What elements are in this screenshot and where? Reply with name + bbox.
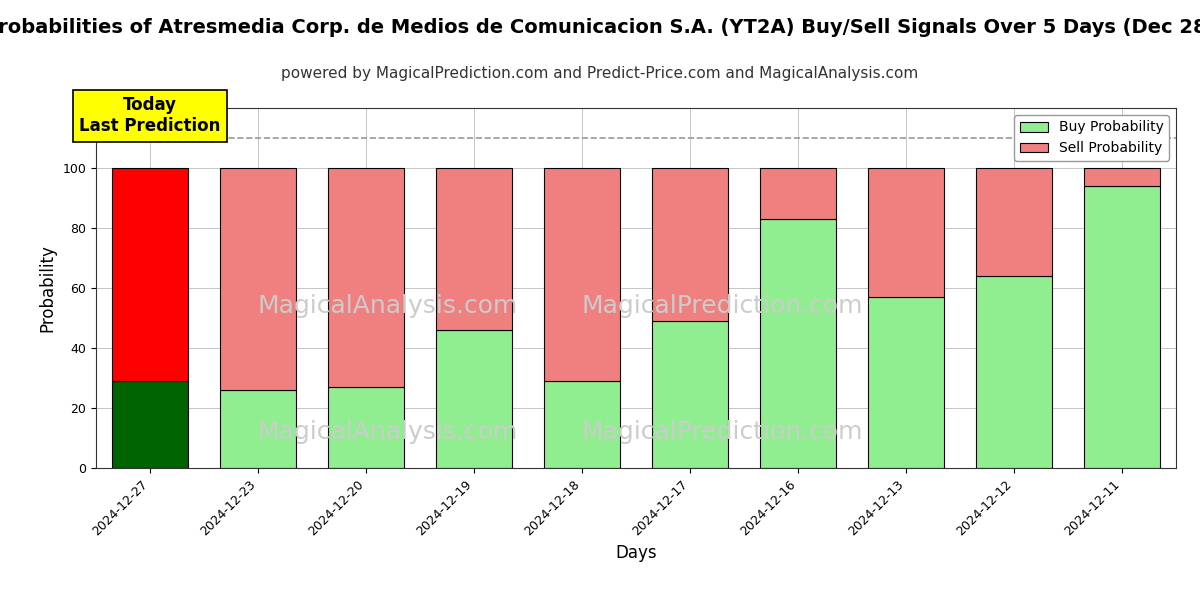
Bar [1085, 186, 1159, 468]
Text: Today
Last Prediction: Today Last Prediction [79, 96, 221, 135]
Bar [653, 168, 728, 321]
X-axis label: Days: Days [616, 544, 656, 562]
Bar [437, 168, 512, 330]
Text: MagicalPrediction.com: MagicalPrediction.com [582, 294, 863, 318]
Bar [329, 387, 403, 468]
Bar [653, 321, 728, 468]
Text: MagicalAnalysis.com: MagicalAnalysis.com [258, 294, 517, 318]
Bar [977, 168, 1051, 276]
Bar [221, 390, 296, 468]
Bar [221, 168, 296, 390]
Bar [761, 219, 836, 468]
Bar [761, 168, 836, 219]
Bar [113, 168, 188, 381]
Text: Probabilities of Atresmedia Corp. de Medios de Comunicacion S.A. (YT2A) Buy/Sell: Probabilities of Atresmedia Corp. de Med… [0, 18, 1200, 37]
Bar [329, 168, 403, 387]
Bar [545, 168, 619, 381]
Bar [545, 381, 619, 468]
Bar [869, 297, 944, 468]
Bar [977, 276, 1051, 468]
Bar [1085, 168, 1159, 186]
Text: MagicalPrediction.com: MagicalPrediction.com [582, 420, 863, 444]
Legend: Buy Probability, Sell Probability: Buy Probability, Sell Probability [1014, 115, 1169, 161]
Bar [437, 330, 512, 468]
Bar [113, 381, 188, 468]
Y-axis label: Probability: Probability [38, 244, 56, 332]
Text: powered by MagicalPrediction.com and Predict-Price.com and MagicalAnalysis.com: powered by MagicalPrediction.com and Pre… [281, 66, 919, 81]
Bar [869, 168, 944, 297]
Text: MagicalAnalysis.com: MagicalAnalysis.com [258, 420, 517, 444]
